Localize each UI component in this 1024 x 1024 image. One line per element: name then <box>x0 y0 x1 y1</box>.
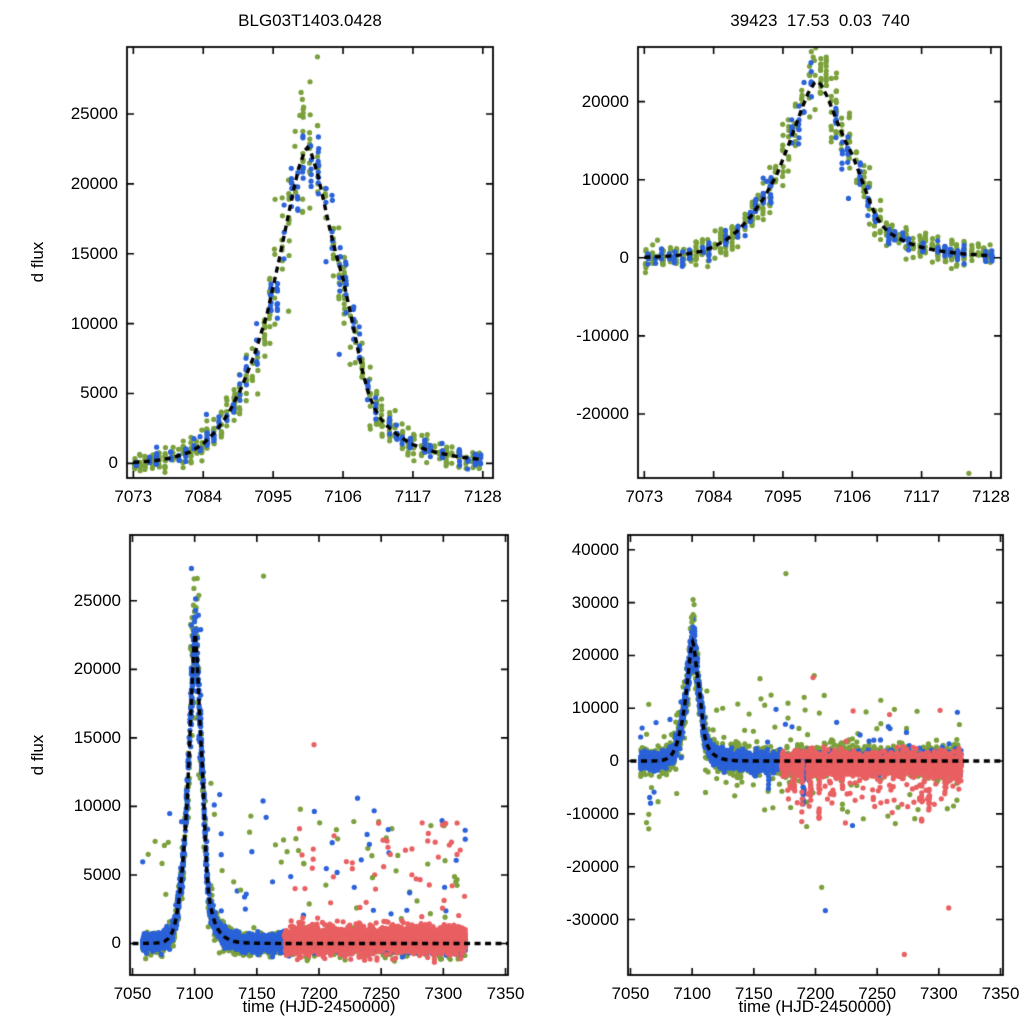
tick-label: 15000 <box>73 727 121 747</box>
tick-label: 10000 <box>581 169 629 189</box>
tick-label: 7128 <box>971 487 1010 506</box>
tick-label: 7350 <box>486 984 525 1003</box>
tick-label: 7106 <box>324 487 362 506</box>
tick-label: 7100 <box>673 984 712 1003</box>
tick-label: 0 <box>108 453 118 473</box>
x-axis-label-bottom-right: time (HJD-2450000) <box>738 997 892 1016</box>
y-axis-label-top: d flux <box>28 241 47 283</box>
tick-label: 0 <box>619 247 629 267</box>
tick-label: 0 <box>609 751 619 771</box>
tick-label: 7073 <box>114 487 153 506</box>
panel-title-top-left: BLG03T1403.0428 <box>238 11 382 30</box>
tick-label: 20000 <box>73 659 121 679</box>
tick-label: 30000 <box>571 592 619 612</box>
tick-label: 7117 <box>903 487 940 506</box>
y-axis-label-bottom: d flux <box>28 734 47 776</box>
panel-title-top-right: 39423 17.53 0.03 740 <box>730 11 910 30</box>
tick-label: 10000 <box>70 313 118 333</box>
tick-label: 7095 <box>254 487 293 506</box>
tick-label: 7300 <box>919 984 958 1003</box>
tick-label: 7200 <box>300 984 338 1003</box>
tick-label: -30000 <box>566 909 619 929</box>
tick-label: -20000 <box>576 403 629 423</box>
tick-label: 7106 <box>833 487 872 506</box>
tick-label: 7084 <box>694 487 733 506</box>
tick-label: 10000 <box>571 698 619 718</box>
tick-label: 7073 <box>625 487 664 506</box>
tick-label: -20000 <box>566 856 619 876</box>
tick-label: 5000 <box>83 864 121 884</box>
tick-label: -10000 <box>566 803 619 823</box>
x-axis-label-bottom-left: time (HJD-2450000) <box>242 997 396 1016</box>
tick-label: 10000 <box>73 796 121 816</box>
tick-label: 7050 <box>113 984 152 1003</box>
tick-label: 7128 <box>463 487 502 506</box>
tick-label: 7150 <box>237 984 276 1003</box>
tick-label: 7200 <box>796 984 835 1003</box>
tick-label: 7300 <box>424 984 463 1003</box>
tick-label: 7117 <box>394 487 432 506</box>
tick-label: 5000 <box>80 383 118 403</box>
tick-label: 25000 <box>73 590 121 610</box>
tick-label: 7250 <box>362 984 401 1003</box>
tick-label: 25000 <box>70 104 118 124</box>
tick-label: -10000 <box>576 325 629 345</box>
tick-label: 7050 <box>611 984 650 1003</box>
tick-label: 7250 <box>858 984 897 1003</box>
tick-label: 40000 <box>571 539 619 559</box>
tick-label: 7095 <box>764 487 802 506</box>
tick-label: 20000 <box>581 91 629 111</box>
tick-label: 7150 <box>734 984 773 1003</box>
tick-label: 7084 <box>184 487 223 506</box>
tick-label: 0 <box>111 933 121 953</box>
tick-label: 20000 <box>70 173 118 193</box>
tick-label: 7100 <box>175 984 214 1003</box>
tick-label: 15000 <box>70 243 118 263</box>
tick-label: 7350 <box>981 984 1020 1003</box>
tick-label: 20000 <box>571 645 619 665</box>
